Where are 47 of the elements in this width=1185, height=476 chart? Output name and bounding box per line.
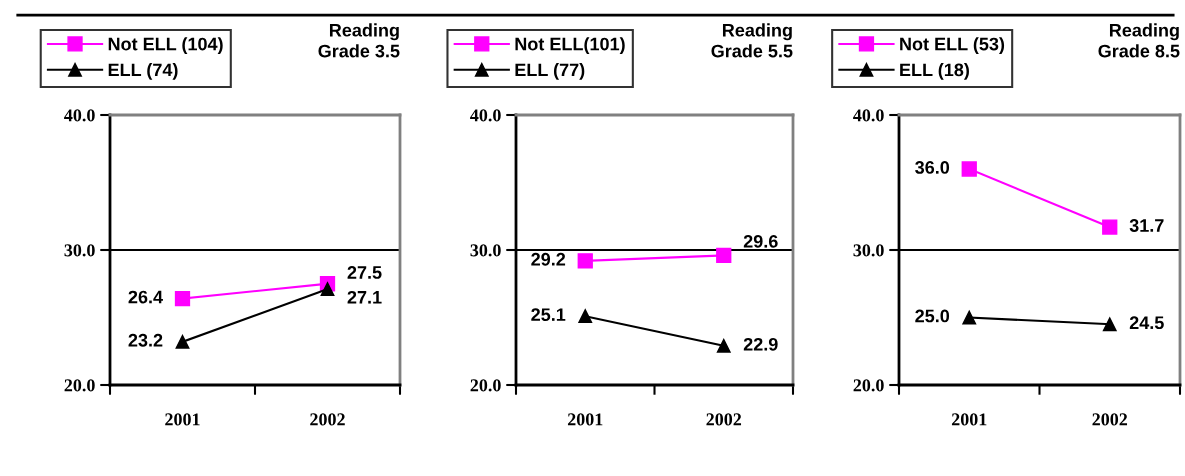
point <box>716 247 732 264</box>
legend-label: ELL (18) <box>900 63 969 80</box>
point <box>961 161 977 177</box>
data-label: 29.6 <box>743 234 778 248</box>
data-label: 24.5 <box>1129 316 1164 330</box>
data-label: 27.1 <box>347 290 382 304</box>
data-label: 25.0 <box>915 309 950 323</box>
data-label: 31.7 <box>1129 219 1164 232</box>
x-tick-label: 2002 <box>310 413 345 426</box>
y-tick-label: 20.0 <box>470 379 501 392</box>
y-tick-label: 40.0 <box>853 109 884 122</box>
x-tick-label: 2002 <box>1092 413 1128 426</box>
point <box>320 282 335 297</box>
y-tick-label: 30.0 <box>470 244 501 257</box>
y-tick-label: 40.0 <box>64 109 95 122</box>
y-tick-label: 30.0 <box>64 244 95 257</box>
point <box>577 253 593 269</box>
data-label: 27.5 <box>347 266 382 279</box>
data-label: 22.9 <box>743 337 778 351</box>
legend-label: ELL (77) <box>515 63 585 80</box>
y-tick-label: 40.0 <box>470 109 501 122</box>
x-tick-label: 2001 <box>951 413 987 426</box>
point <box>1102 219 1118 235</box>
data-label: 23.2 <box>128 333 163 347</box>
point <box>962 310 977 325</box>
x-tick-label: 2001 <box>165 413 200 426</box>
data-label: 25.1 <box>531 308 566 321</box>
point <box>175 334 190 349</box>
chart-title: Reading Grade 5.5 <box>711 23 793 58</box>
chart-title: Reading Grade 3.5 <box>318 23 400 58</box>
y-tick-label: 20.0 <box>853 379 884 392</box>
legend-label: Not ELL (104) <box>108 37 223 54</box>
legend-label: Not ELL (53) <box>900 37 1005 54</box>
x-tick-label: 2002 <box>706 413 742 426</box>
point <box>1102 317 1117 332</box>
x-tick-label: 2001 <box>567 413 603 426</box>
point <box>174 290 191 307</box>
y-tick-label: 20.0 <box>64 379 95 392</box>
chart-title: Reading Grade 8.5 <box>1098 23 1180 58</box>
data-label: 26.4 <box>128 290 163 304</box>
point <box>578 309 593 324</box>
legend-label: Not ELL(101) <box>515 37 625 54</box>
data-label: 36.0 <box>915 161 950 174</box>
point <box>716 338 731 353</box>
y-tick-label: 30.0 <box>853 244 884 257</box>
data-label: 29.2 <box>531 252 566 266</box>
legend-label: ELL (74) <box>108 63 178 80</box>
